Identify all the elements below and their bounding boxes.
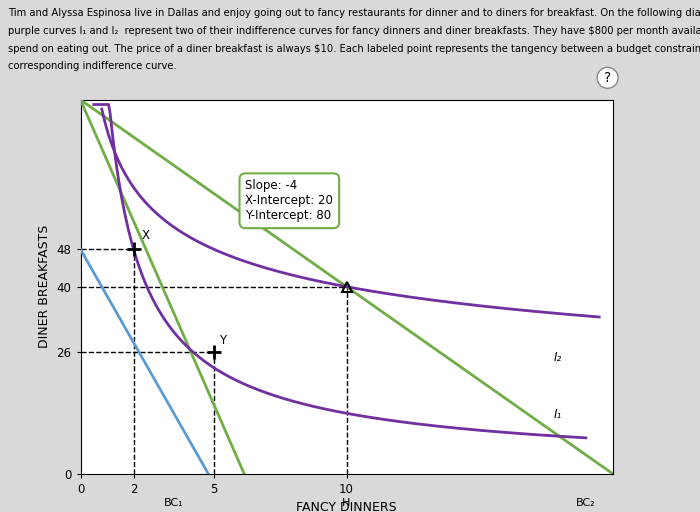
- Text: I₂: I₂: [554, 351, 562, 365]
- Text: purple curves I₁ and I₂  represent two of their indifference curves for fancy di: purple curves I₁ and I₂ represent two of…: [8, 26, 700, 36]
- Text: H: H: [342, 498, 351, 508]
- Text: Tim and Alyssa Espinosa live in Dallas and enjoy going out to fancy restaurants : Tim and Alyssa Espinosa live in Dallas a…: [8, 8, 700, 18]
- X-axis label: FANCY DINNERS: FANCY DINNERS: [296, 501, 397, 512]
- Y-axis label: DINER BREAKFASTS: DINER BREAKFASTS: [38, 225, 51, 348]
- Text: Slope: -4
X-Intercept: 20
Y-Intercept: 80: Slope: -4 X-Intercept: 20 Y-Intercept: 8…: [246, 179, 333, 222]
- Text: X: X: [141, 229, 150, 242]
- Text: Y: Y: [219, 334, 226, 348]
- Text: BC₂: BC₂: [576, 498, 596, 508]
- Text: BC₁: BC₁: [164, 498, 183, 508]
- Text: spend on eating out. The price of a diner breakfast is always $10. Each labeled : spend on eating out. The price of a dine…: [8, 44, 700, 54]
- Text: ?: ?: [604, 71, 611, 85]
- Text: corresponding indifference curve.: corresponding indifference curve.: [8, 61, 177, 72]
- Text: I₁: I₁: [554, 408, 562, 420]
